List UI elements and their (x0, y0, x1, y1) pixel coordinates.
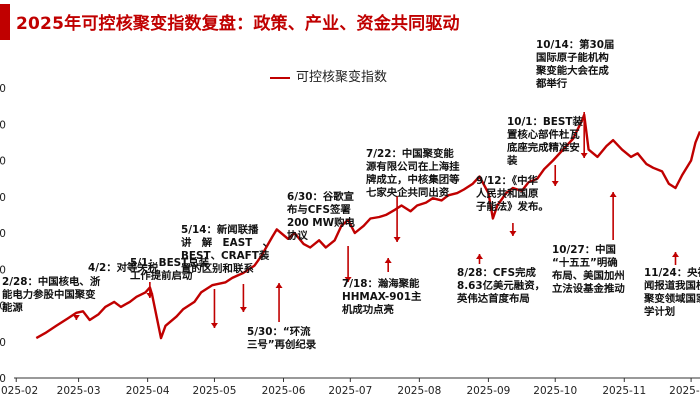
y-tick-label: 3.50 (0, 119, 6, 131)
annotation-text: 源有限公司在上海挂 (366, 160, 460, 173)
annotation-arrowhead (72, 315, 80, 320)
annotation-text: 七家央企共同出资 (366, 186, 450, 199)
annotation-text: 闻报道我国核 (644, 279, 700, 292)
annotation-text: 5/14：新闻联播 (181, 223, 259, 236)
annotation-text: 牌成立，中核集团等 (366, 173, 460, 186)
annotation-arrowhead (275, 283, 283, 288)
annotation-text: 聚变领域国家 (643, 292, 700, 305)
annotation-arrowhead (509, 231, 517, 236)
x-tick-label: 2025-04 (126, 385, 170, 397)
annotation-text: 8/28：CFS完成 (457, 266, 536, 279)
chart-title: 2025年可控核聚变指数复盘：政策、产业、资金共同驱动 (16, 14, 460, 34)
annotation-text: 国际原子能机构 (536, 51, 609, 64)
annotation-text: 置的区别和联系 (181, 262, 254, 275)
annotation-text: 立法设基金推动 (552, 282, 625, 295)
annotation-text: 7/18：瀚海聚能 (342, 277, 420, 290)
y-tick-label: 1.50 (0, 264, 6, 276)
annotation-text: 置核心部件杜瓦 (507, 128, 580, 141)
annotation-text: 都举行 (535, 77, 568, 90)
annotation-text: 工作提前启动 (130, 269, 193, 282)
y-tick-label: 4.00 (0, 83, 6, 95)
annotation-arrowhead (393, 237, 401, 242)
annotation-text: 6/30：谷歌宣 (287, 190, 354, 203)
annotation-text: BEST、CRAFT装 (181, 249, 270, 262)
legend-series-label: 可控核聚变指数 (296, 70, 388, 85)
annotation-text: 子能法》发布。 (476, 200, 549, 213)
annotation-text: 布与CFS签署 (287, 203, 351, 216)
x-tick-label: 2025-02 (0, 385, 38, 397)
legend-line-swatch (270, 76, 290, 79)
x-tick-label: 2025-09 (466, 385, 510, 397)
annotation-text: 学计划 (644, 305, 675, 318)
x-tick-label: 2025-10 (533, 385, 577, 397)
x-tick-label: 2025-06 (262, 385, 306, 397)
annotation-arrowhead (384, 258, 392, 263)
annotation-text: HHMAX-901主 (342, 290, 422, 303)
annotation-arrowhead (476, 254, 483, 259)
annotation-text: 人民共和国原 (476, 187, 539, 200)
annotation-text: 装 (506, 154, 518, 167)
annotation-text: 机成功点亮 (342, 303, 394, 316)
annotation-text: 能电力参股中国聚变 (2, 288, 96, 301)
y-tick-label: 0.50 (0, 337, 6, 349)
annotation-text: 9/12：《中华 (476, 174, 538, 187)
x-tick-label: 2025-07 (328, 385, 372, 397)
annotation-arrowhead (551, 181, 559, 186)
annotation-text: 10/14：第30届 (536, 38, 614, 51)
annotation-text: 2/28：中国核电、浙 (2, 275, 101, 288)
annotation-arrowhead (146, 293, 154, 298)
annotation-text: 三号”再创纪录 (247, 338, 317, 351)
y-tick-label: 1.00 (0, 301, 6, 313)
annotation-arrowhead (672, 252, 679, 257)
annotation-arrowhead (609, 192, 617, 197)
legend: 可控核聚变指数 (270, 66, 387, 85)
annotation-text: 讲 解 EAST 、 (181, 236, 273, 249)
x-tick-label: 2025-12 (669, 385, 700, 397)
x-tick-label: 2025-08 (397, 385, 441, 397)
x-tick-label: 2025-05 (193, 385, 237, 397)
x-tick-label: 2025-11 (602, 385, 646, 397)
annotation-text: 布局、美国加州 (552, 269, 625, 282)
annotation-text: 聚变能大会在成 (535, 64, 609, 77)
y-tick-label: 3.00 (0, 156, 6, 168)
annotation-text: 英伟达首度布局 (456, 292, 530, 305)
title-accent-bar (0, 4, 10, 40)
annotation-text: 10/1：BEST装 (507, 115, 583, 128)
y-tick-label: 0.00 (0, 373, 6, 385)
annotation-text: 底座完成精准安 (507, 141, 580, 154)
y-tick-label: 2.50 (0, 192, 6, 204)
annotation-arrowhead (580, 153, 588, 158)
annotation-text: 5/1：BEST总装 (130, 256, 210, 269)
annotation-arrowhead (239, 307, 247, 312)
annotation-text: 8.63亿美元融资， (457, 279, 545, 292)
annotation-text: 7/22：中国聚变能 (366, 147, 454, 160)
annotation-text: 10/27：中国 (552, 243, 616, 256)
annotation-text: 5/30：“环流 (247, 325, 311, 338)
annotation-arrowhead (210, 323, 218, 328)
annotation-text: 4/2：对等关税 (88, 261, 159, 274)
annotation-arrowhead (344, 277, 352, 282)
y-tick-label: 2.00 (0, 228, 6, 240)
annotation-text: 协议 (287, 229, 308, 242)
annotation-text: 200 MW购电 (287, 216, 355, 229)
annotation-text: “十五五”明确 (552, 256, 618, 269)
annotation-text: 11/24：央视新 (644, 266, 700, 279)
x-tick-label: 2025-03 (57, 385, 101, 397)
annotation-text: 能源 (2, 301, 23, 314)
